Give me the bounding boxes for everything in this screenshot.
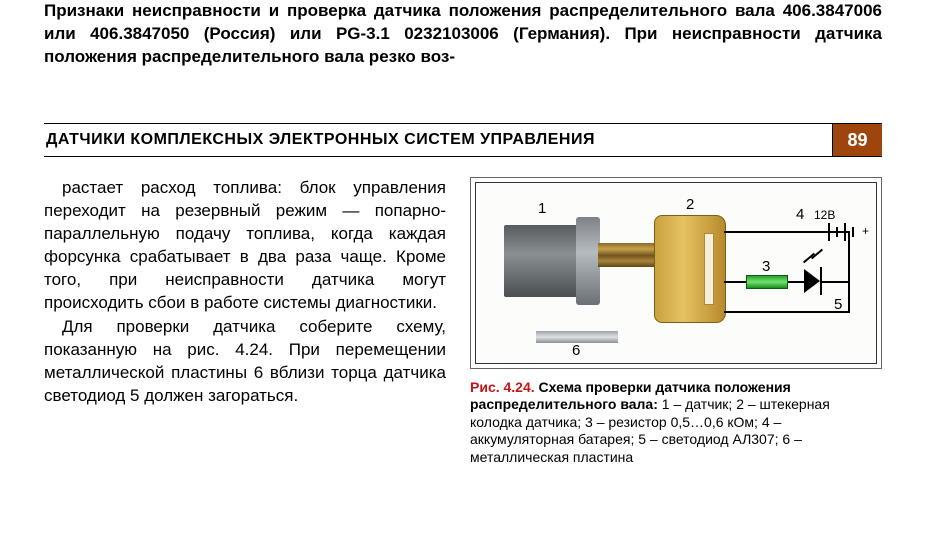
figure-label-plus: + xyxy=(862,223,869,239)
figure-box: 1 2 3 4 5 6 12В + xyxy=(470,177,882,369)
connector-icon xyxy=(654,215,726,323)
wire-icon xyxy=(724,311,850,313)
battery-plate-icon xyxy=(844,223,846,241)
figure-label-5: 5 xyxy=(834,295,842,315)
sensor-rod-icon xyxy=(598,243,660,255)
wire-icon xyxy=(848,231,850,313)
sensor-ring-icon xyxy=(576,217,600,305)
section-header: ДАТЧИКИ КОМПЛЕКСНЫХ ЭЛЕКТРОННЫХ СИСТЕМ У… xyxy=(44,123,882,157)
figure-label-2: 2 xyxy=(686,195,694,215)
battery-plate-icon xyxy=(852,227,854,237)
wire-icon xyxy=(820,281,850,283)
figure-label-1: 1 xyxy=(538,199,546,219)
figure-label-3: 3 xyxy=(762,257,770,277)
figure-label-volt: 12В xyxy=(814,207,835,223)
wire-icon xyxy=(724,231,850,233)
figure-label-6: 6 xyxy=(572,341,580,361)
battery-plate-icon xyxy=(828,223,830,241)
led-icon xyxy=(804,269,820,293)
circuit-diagram: 1 2 3 4 5 6 12В + xyxy=(475,182,877,364)
sensor-body-icon xyxy=(504,225,582,297)
wire-icon xyxy=(786,281,806,283)
section-title: ДАТЧИКИ КОМПЛЕКСНЫХ ЭЛЕКТРОННЫХ СИСТЕМ У… xyxy=(44,124,832,156)
led-cathode-icon xyxy=(820,267,822,295)
figure-caption: Рис. 4.24. Схема проверки датчика положе… xyxy=(470,379,882,467)
body-paragraph-1: растает расход топлива: блок управления … xyxy=(44,177,446,315)
figure-label-4: 4 xyxy=(796,205,804,225)
sensor-rod-tip-icon xyxy=(598,255,660,267)
body-paragraph-2: Для проверки датчика соберите схему, пок… xyxy=(44,316,446,408)
battery-plate-icon xyxy=(836,227,838,237)
body-left-column: растает расход топлива: блок управления … xyxy=(44,177,446,467)
figure-number: Рис. 4.24. xyxy=(470,379,535,395)
page-number: 89 xyxy=(832,124,882,156)
connector-slot-icon xyxy=(704,233,714,305)
intro-paragraph: Признаки неисправности и проверка датчик… xyxy=(44,0,882,69)
wire-icon xyxy=(724,281,748,283)
